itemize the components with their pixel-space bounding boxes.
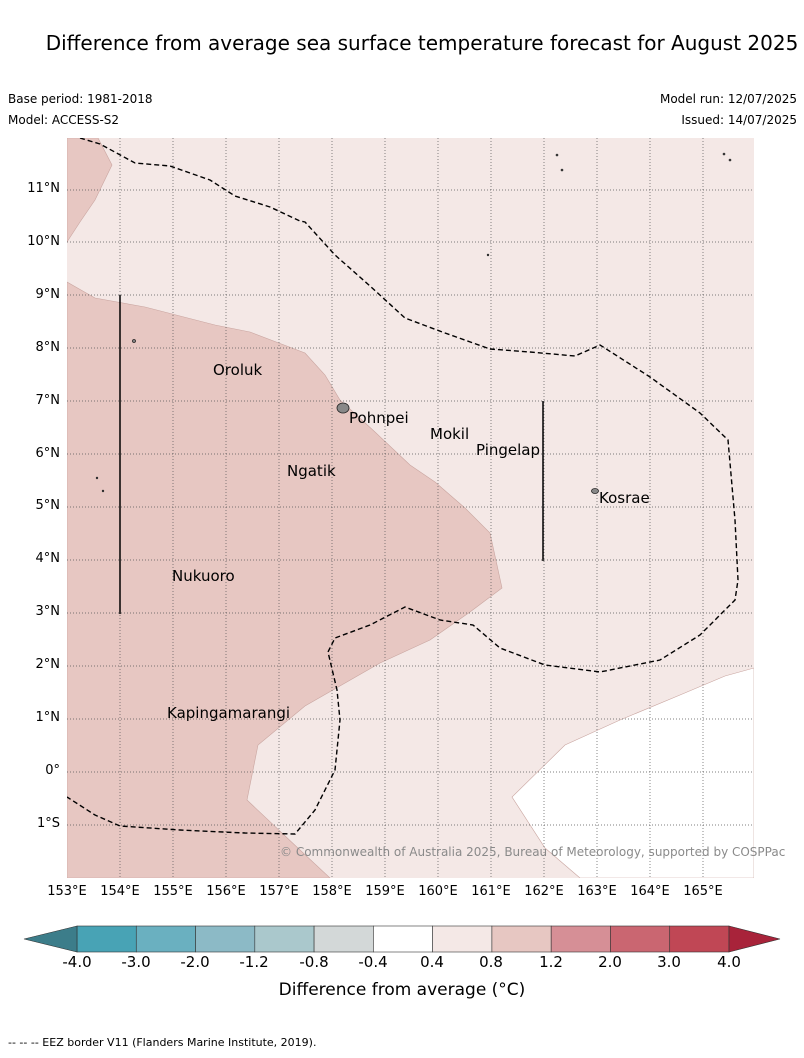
lat-label: 5°N: [35, 498, 61, 513]
sst-region-0.8-1.2: [67, 281, 503, 878]
lon-label: 158°E: [312, 884, 352, 899]
colorbar-segment: [491, 925, 552, 953]
lat-label: 8°N: [35, 340, 61, 355]
colorbar-segments: [23, 925, 781, 953]
lat-label: 6°N: [35, 446, 61, 461]
lon-label: 162°E: [524, 884, 564, 899]
sst-region-0.8-1.2-north: [67, 138, 113, 243]
lon-label: 157°E: [259, 884, 299, 899]
base-period-text: Base period: 1981-2018: [8, 92, 153, 106]
lat-label: 7°N: [35, 393, 61, 408]
colorbar-segment: [432, 925, 493, 953]
reef-marker: [95, 476, 99, 480]
lon-label: 154°E: [100, 884, 140, 899]
reef-marker: [101, 489, 105, 493]
lat-label: 4°N: [35, 551, 61, 566]
lon-label: 156°E: [206, 884, 246, 899]
reef-marker: [560, 168, 564, 172]
lon-label: 163°E: [577, 884, 617, 899]
colorbar-under-arrow: [23, 925, 78, 953]
lat-label: 9°N: [35, 287, 61, 302]
lat-label: 2°N: [35, 657, 61, 672]
model-run-text: Model run: 12/07/2025: [659, 92, 797, 106]
colorbar-tick: -4.0: [62, 953, 92, 971]
place-label-nukuoro: Nukuoro: [172, 567, 235, 585]
place-label-pohnpei: Pohnpei: [349, 409, 409, 427]
sst-region-0.4-neutral: [511, 667, 754, 878]
colorbar-segment: [195, 925, 256, 953]
colorbar-over-arrow: [728, 925, 781, 953]
place-label-mokil: Mokil: [430, 425, 470, 443]
colorbar-segment: [610, 925, 671, 953]
lat-label: 0°: [45, 763, 60, 778]
reef-marker: [555, 153, 559, 157]
boundary-lines: [119, 295, 544, 614]
lon-label: 161°E: [471, 884, 511, 899]
map-area: [67, 138, 754, 878]
colorbar-tick: 2.0: [598, 953, 622, 971]
colorbar-segment: [254, 925, 315, 953]
colorbar-segment: [76, 925, 137, 953]
place-label-ngatik: Ngatik: [287, 462, 336, 480]
lon-label: 153°E: [47, 884, 87, 899]
lat-label: 1°N: [35, 710, 61, 725]
islands: [95, 152, 732, 494]
colorbar-tick: -3.0: [121, 953, 151, 971]
lon-label: 159°E: [365, 884, 405, 899]
lon-label: 155°E: [153, 884, 193, 899]
colorbar-tick: 4.0: [717, 953, 741, 971]
colorbar-segment: [373, 925, 433, 953]
colorbar-segment: [313, 925, 374, 953]
colorbar-tick: -0.8: [299, 953, 329, 971]
colorbar-tick: 0.4: [420, 953, 444, 971]
colorbar-tick: -0.4: [358, 953, 388, 971]
place-label-kosrae: Kosrae: [599, 489, 650, 507]
eez-borders: [67, 138, 739, 835]
colorbar-tick: -2.0: [180, 953, 210, 971]
colorbar-tick: 0.8: [479, 953, 503, 971]
reef-marker: [486, 253, 490, 257]
lat-label: 3°N: [35, 604, 61, 619]
colorbar-segment: [135, 925, 196, 953]
colorbar-tick: 1.2: [539, 953, 563, 971]
map-title: Difference from average sea surface temp…: [45, 31, 799, 55]
lat-label: 1°S: [36, 816, 60, 831]
issued-text: Issued: 14/07/2025: [681, 113, 797, 127]
colorbar-segment: [550, 925, 611, 953]
pohnpei-island: [336, 402, 350, 414]
place-label-pingelap: Pingelap: [476, 441, 541, 459]
copyright-text: © Commonwealth of Australia 2025, Bureau…: [280, 845, 786, 859]
colorbar-tick: 3.0: [657, 953, 681, 971]
lat-label: 10°N: [27, 234, 60, 249]
model-text: Model: ACCESS-S2: [8, 113, 120, 127]
reef-marker: [728, 158, 732, 162]
lon-label: 160°E: [418, 884, 458, 899]
place-label-kapingamarangi: Kapingamarangi: [167, 704, 291, 722]
lon-label: 165°E: [683, 884, 723, 899]
colorbar-segment: [669, 925, 730, 953]
place-label-oroluk: Oroluk: [213, 361, 263, 379]
lat-label: 11°N: [27, 181, 60, 196]
colorbar-tick: -1.2: [239, 953, 269, 971]
reef-marker: [722, 152, 726, 156]
reef-marker: [132, 339, 136, 343]
footnote-text: -- -- -- EEZ border V11 (Flanders Marine…: [8, 1036, 317, 1049]
lon-label: 164°E: [630, 884, 670, 899]
kosrae-island: [591, 488, 599, 494]
colorbar-label: Difference from average (°C): [278, 980, 526, 1000]
